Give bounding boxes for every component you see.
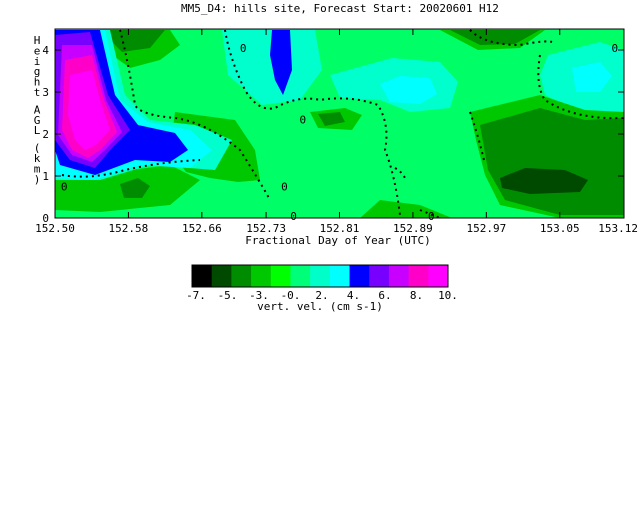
y-tick-label: 2 [42,128,49,141]
y-tick-label: 0 [42,212,49,225]
contour-region-blue-top [270,30,292,95]
contour-region-darkgreen-middle [318,112,345,126]
colorbar-tick-label: 2. [315,289,328,302]
colorbar-tick-label: 4. [347,289,360,302]
colorbar: -7. -5. -3. -0. 2. 4. 6. 8. 10. [186,264,458,302]
contour-region-darkgreen-topleft [100,30,165,52]
colorbar-tick-label: 10. [438,289,458,302]
contour-label: 0 [240,42,247,55]
colorbar-swatch [211,265,232,287]
colorbar-swatch [349,265,370,287]
plot-area: 152.50 152.58 152.66 152.73 152.81 152.89 152.… [35,28,638,235]
contour-label: 0 [281,181,288,194]
colorbar-swatch [251,265,272,287]
contour-label: 0 [299,113,306,126]
contour-label: 0 [61,181,68,194]
colorbar-swatch [329,265,351,287]
contour-region-darkgreen-topright [450,30,540,45]
contour-region-green-bottom [360,200,452,218]
x-tick-label: 152.73 [246,222,286,235]
y-tick-label: 1 [42,170,49,183]
colorbar-swatch [428,265,449,287]
contour-region-cyan-small-right [572,62,612,92]
colorbar-tick-label: 6. [378,289,391,302]
colorbar-swatch [369,265,390,287]
colorbar-swatch [290,265,311,287]
x-axis-ticks: 152.50 152.58 152.66 152.73 152.81 152.89 152.… [35,29,638,235]
contour-labels: 0 0 0 0 0 0 0 [61,42,618,223]
colorbar-swatch [408,265,429,287]
colorbar-tick-label: 8. [410,289,423,302]
colorbar-tick-label: -0. [281,289,301,302]
plot-frame [54,28,625,219]
contour-region-darkgreen-bottomleft [120,178,150,198]
contour-region-brightcyan [380,76,437,104]
x-tick-label: 153.12 [598,222,638,235]
colorbar-tick-label: -7. [186,289,206,302]
x-tick-label: 152.58 [109,222,149,235]
y-tick-label: 4 [42,44,49,57]
contour-region-cyan-top [222,30,322,105]
colorbar-tick-label: -5. [218,289,238,302]
colorbar-tick-label: -3. [249,289,269,302]
y-tick-label: 3 [42,86,49,99]
contour-label: 0 [428,210,435,223]
colorbar-swatch [192,265,213,287]
x-tick-label: 152.97 [466,222,506,235]
x-tick-label: 152.50 [35,222,75,235]
contour-region-pink-left [68,70,110,150]
contour-label: 0 [290,210,297,223]
x-tick-label: 152.66 [182,222,222,235]
contour-region-darkest-lowright [500,168,588,194]
x-tick-label: 152.89 [393,222,433,235]
colorbar-swatch [310,265,331,287]
colorbar-swatch [231,265,252,287]
contour-label: 0 [612,42,619,55]
colorbar-frame [191,264,449,288]
x-axis-label: Fractional Day of Year (UTC) [245,234,430,247]
colorbar-label: vert. vel. (cm s-1) [257,300,383,313]
colorbar-swatch [388,265,410,287]
x-tick-label: 153.05 [540,222,580,235]
chart-title: MM5_D4: hills site, Forecast Start: 2002… [181,2,499,15]
zero-contour [61,29,625,219]
colorbar-swatch [270,265,291,287]
x-tick-label: 152.81 [320,222,360,235]
